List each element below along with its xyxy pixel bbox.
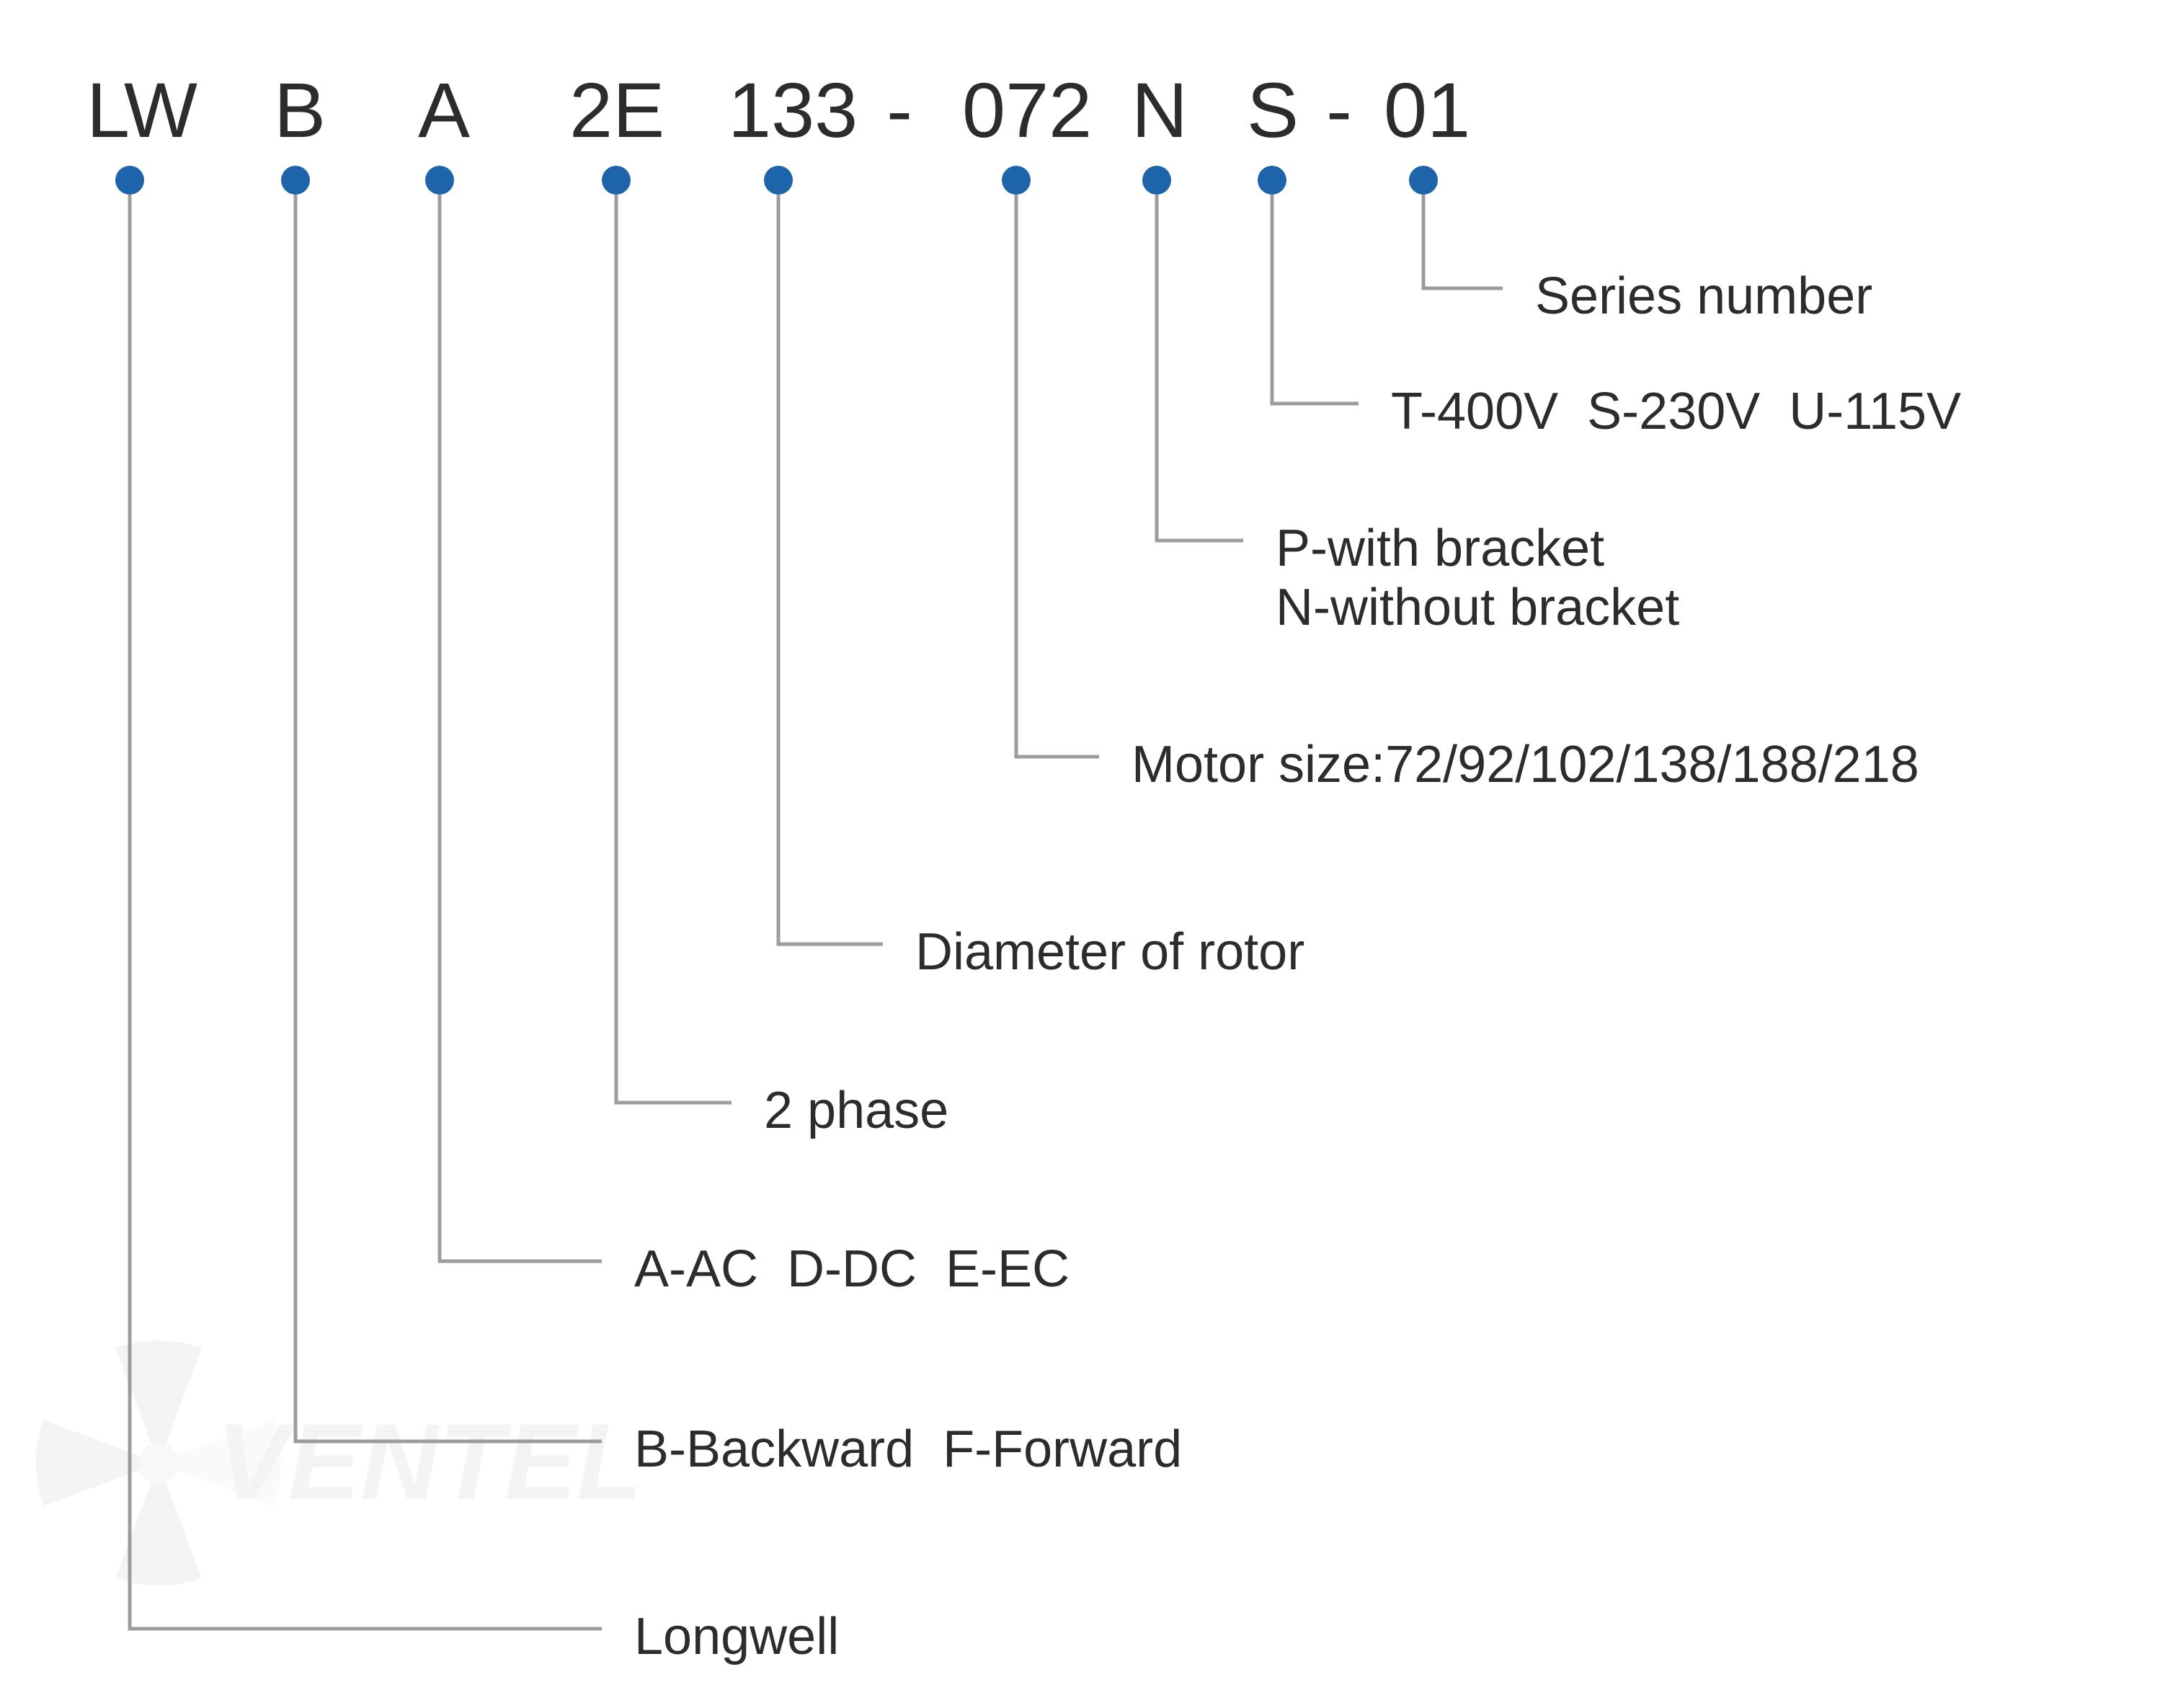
- line-s: [1272, 195, 1359, 404]
- code-part-01: 01: [1384, 65, 1470, 155]
- dot-b: [281, 166, 310, 195]
- dot-lw: [115, 166, 144, 195]
- watermark-text: VENTEL: [216, 1401, 643, 1522]
- code-part-2e: 2E: [569, 65, 664, 155]
- dot-01: [1409, 166, 1438, 195]
- line-n: [1157, 195, 1243, 541]
- dot-072: [1002, 166, 1031, 195]
- dot-a: [425, 166, 454, 195]
- code-part-a: A: [418, 65, 470, 155]
- line-a: [440, 195, 602, 1261]
- dot-n: [1142, 166, 1171, 195]
- desc-133: Diameter of rotor: [915, 922, 1304, 982]
- desc-01: Series number: [1535, 267, 1872, 326]
- line-072: [1016, 195, 1099, 757]
- dot-2e: [602, 166, 631, 195]
- code-dash-0: -: [886, 65, 912, 155]
- line-b: [295, 195, 602, 1441]
- code-part-b: B: [274, 65, 326, 155]
- code-part-n: N: [1132, 65, 1188, 155]
- line-lw: [130, 195, 602, 1629]
- desc-s: T-400V S-230V U-115V: [1391, 382, 1961, 441]
- code-dash-1: -: [1326, 65, 1352, 155]
- line-2e: [616, 195, 732, 1103]
- code-part-133: 133: [728, 65, 858, 155]
- dot-s: [1258, 166, 1286, 195]
- desc-b: B-Backward F-Forward: [634, 1420, 1182, 1479]
- line-133: [778, 195, 883, 944]
- desc-n: P-with bracket N-without bracket: [1276, 519, 1679, 637]
- line-01: [1423, 195, 1503, 288]
- code-part-lw: LW: [86, 65, 197, 155]
- desc-072: Motor size:72/92/102/138/188/218: [1132, 735, 1919, 794]
- desc-2e: 2 phase: [764, 1081, 948, 1140]
- desc-lw: Longwell: [634, 1607, 839, 1666]
- code-part-072: 072: [962, 65, 1092, 155]
- dot-133: [764, 166, 793, 195]
- code-part-s: S: [1247, 65, 1299, 155]
- desc-a: A-AC D-DC E-EC: [634, 1240, 1070, 1299]
- watermark: VENTEL: [29, 1312, 677, 1614]
